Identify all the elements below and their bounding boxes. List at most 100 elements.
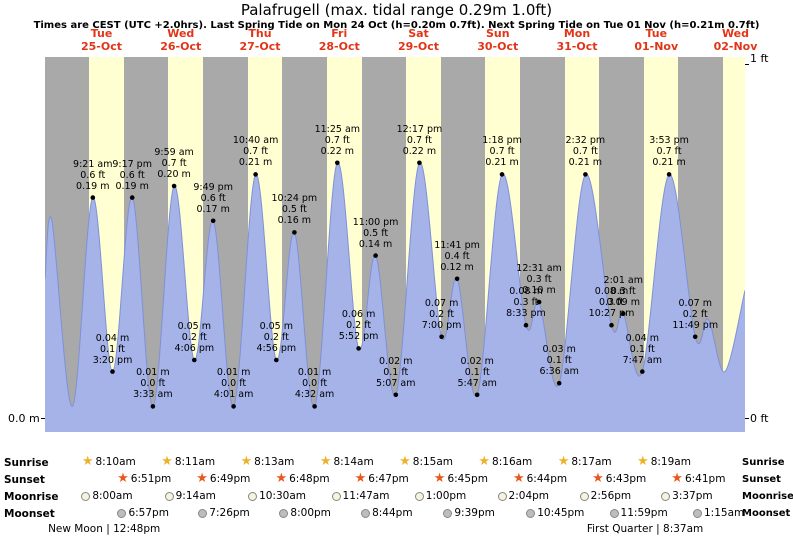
tide-point-label-line: 0.0 ft [140, 378, 166, 390]
tide-point-dot [640, 369, 645, 374]
moonset-time: 8:00pm [290, 507, 331, 519]
tide-point-label-line: 0.2 ft [429, 308, 455, 320]
tide-point-label-line: 0.5 ft [281, 204, 307, 216]
tide-point-label-line: 0.2 ft [181, 332, 207, 343]
tide-point-label-line: 2:01 am [603, 274, 643, 286]
sunset-star-icon: ★ [671, 471, 683, 486]
moonset-icon [609, 508, 619, 518]
tide-point-label-line: 0.4 ft [444, 250, 470, 262]
tide-point-label-line: 0.07 m [424, 297, 459, 309]
tide-point-dot [393, 392, 399, 398]
tide-point-label-line: 10:24 pm [271, 193, 318, 205]
tide-point-label-line: 0.6 ft [200, 192, 226, 204]
tide-area-fill [45, 162, 745, 432]
tide-point-label-line: 0.10 m [522, 285, 556, 296]
tide-point-dot [692, 334, 698, 340]
sunrise-entry: ★ 8:11am [161, 455, 216, 468]
sunset-entry: ★ 6:41pm [671, 471, 726, 486]
tide-point-label-line: 7:00 pm [421, 319, 462, 331]
tide-point-label-line: 10:40 am [232, 135, 279, 147]
tide-point-label-line: 0.21 m [568, 157, 603, 169]
sunset-time: 6:41pm [684, 473, 726, 485]
tide-point-label-line: 0.02 m [379, 355, 413, 367]
tide-point-label-line: 0.1 ft [546, 355, 572, 367]
sunset-star-icon: ★ [117, 471, 129, 486]
sunrise-star-icon: ★ [637, 454, 649, 469]
tide-point-label-high: 10:24 pm 0.5 ft 0.16 m [262, 193, 326, 226]
moonset-time: 7:26pm [209, 507, 250, 519]
moonset-entry: 1:15am [692, 507, 744, 519]
moonrise-time: 3:37pm [672, 490, 713, 502]
sunset-time: 6:48pm [289, 473, 330, 485]
moonrise-entry: 2:04pm [497, 490, 550, 502]
sunset-entry: ★ 6:48pm [275, 471, 330, 486]
sunrise-time: 8:19am [650, 456, 691, 468]
y-axis-label-one-ft: 1 ft [750, 52, 769, 65]
moonrise-time: 11:47am [342, 490, 390, 502]
axis-tick-right-top [745, 64, 749, 65]
tide-point-label-low: 0.06 m 0.2 ft 5:52 pm [327, 309, 391, 342]
tide-point-label-line: 0.22 m [402, 145, 437, 157]
tide-point-label-line: 0.12 m [440, 261, 474, 273]
tide-point-label-line: 0.2 ft [263, 332, 289, 343]
sunset-time: 6:44pm [526, 473, 568, 485]
sunrise-time: 8:11am [174, 456, 216, 468]
axis-tick-left-zero [41, 418, 45, 419]
moonrise-time: 2:04pm [508, 490, 550, 502]
tide-point-label-line: 0.1 ft [383, 366, 409, 378]
moonrise-icon [661, 491, 671, 501]
tide-point-label-line: 0.08 m [594, 286, 629, 298]
moonset-icon [198, 508, 208, 518]
tide-point-label-line: 9:21 am [73, 158, 113, 170]
sunset-entry: ★ 6:49pm [196, 472, 250, 485]
moonrise-entry: 8:00am [81, 490, 133, 502]
moonrise-entry: 1:00pm [414, 490, 466, 502]
moonset-entry: 9:39pm [443, 507, 495, 519]
tide-point-label-line: 3:33 am [133, 389, 173, 401]
tide-point-label-line: 10:27 pm [588, 308, 635, 320]
tide-point-label-high: 11:00 pm 0.5 ft 0.14 m [344, 217, 408, 250]
row-label-sunrise-left: Sunrise [4, 457, 49, 469]
tide-point-dot [621, 311, 626, 316]
tide-point-label-line: 0.3 ft [526, 274, 552, 285]
tide-point-label-line: 2:32 pm [565, 135, 606, 147]
moonset-time: 9:39pm [454, 507, 495, 519]
sunrise-time: 8:13am [254, 456, 295, 468]
tide-point-label-line: 4:06 pm [174, 343, 215, 354]
tide-point-label-high: 9:21 am 0.6 ft 0.19 m [61, 159, 125, 192]
tide-point-label-high: 1:18 pm 0.7 ft 0.21 m [470, 135, 534, 168]
tide-point-label-line: 0.01 m [297, 367, 332, 379]
tide-point-dot [335, 160, 340, 166]
sunrise-entry: ★ 8:15am [399, 455, 453, 468]
page-subtitle: Times are CEST (UTC +2.0hrs). Last Sprin… [33, 20, 760, 31]
row-label-sunrise-right: Sunrise [742, 457, 785, 468]
sunrise-star-icon: ★ [240, 454, 253, 469]
tide-point-label-line: 0.3 ft [513, 297, 539, 309]
tide-point-label-line: 0.3 ft [610, 285, 636, 297]
tide-point-label-line: 0.7 ft [572, 146, 598, 158]
tide-point-label-line: 11:49 pm [672, 319, 719, 331]
tide-point-label-line: 0.7 ft [406, 134, 432, 146]
sunset-entry: ★ 6:51pm [117, 471, 171, 486]
tide-point-label-line: 0.01 m [216, 367, 251, 379]
tide-point-label-line: 5:52 pm [338, 331, 379, 343]
moonset-entry: 11:59pm [609, 507, 668, 519]
tide-point-label-line: 1:18 pm [482, 135, 522, 147]
moonset-entry: 6:57pm [117, 507, 169, 519]
tide-point-label-line: 12:31 am [516, 263, 562, 274]
row-label-moonrise-left: Moonrise [4, 491, 59, 503]
day-date: 26-Oct [160, 40, 202, 53]
tide-point-label-low: 0.05 m 0.2 ft 4:06 pm [162, 321, 226, 354]
sunset-star-icon: ★ [275, 471, 288, 486]
tide-point-label-line: 11:00 pm [352, 216, 399, 228]
tide-point-label-low: 0.07 m 0.2 ft 11:49 pm [663, 298, 727, 331]
moonrise-entry: 11:47am [331, 490, 390, 502]
tide-point-label-line: 0.04 m [625, 332, 660, 344]
tide-point-label-line: 11:41 pm [434, 239, 480, 251]
moonset-entry: 8:00pm [279, 507, 331, 519]
tide-point-label-high: 11:25 am 0.7 ft 0.22 m [305, 124, 369, 157]
tide-point-label-line: 0.6 ft [80, 169, 106, 181]
sunset-entry: ★ 6:44pm [513, 472, 568, 485]
tide-point-dot [373, 253, 378, 258]
day-date: 01-Nov [634, 40, 679, 53]
